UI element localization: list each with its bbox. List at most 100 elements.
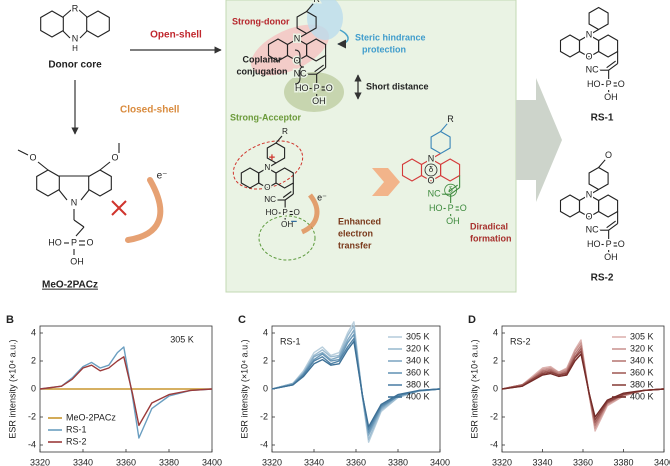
donor-highlight — [251, 24, 329, 76]
bond — [275, 135, 283, 144]
big-arrow — [516, 78, 562, 202]
label: δ — [448, 185, 453, 194]
annotation: RS-2 — [510, 336, 531, 346]
blocked-mark — [111, 200, 127, 216]
label: O — [605, 150, 612, 160]
label: O — [293, 208, 299, 217]
orange-arrow — [372, 168, 400, 196]
label: e⁻ — [317, 192, 327, 202]
series-line — [501, 353, 665, 418]
label: O — [111, 152, 118, 162]
y-axis-label: ESR intensity (×10⁴ a.u.) — [239, 339, 249, 438]
label: Open-shell — [150, 30, 202, 41]
legend-label: 305 K — [406, 331, 430, 341]
bond — [588, 29, 599, 36]
legend-label: 380 K — [630, 379, 654, 389]
label: Steric hindrance — [355, 32, 426, 42]
label: conjugation — [237, 66, 288, 76]
label: P — [282, 208, 288, 217]
bond — [316, 67, 326, 75]
y-tick-label: 0 — [31, 383, 36, 393]
label: MeO-2PACz — [42, 280, 98, 291]
label: Donor core — [48, 60, 102, 71]
panel-label: D — [468, 314, 476, 326]
ring — [86, 10, 110, 38]
label: HO — [587, 79, 601, 89]
label: formation — [470, 233, 512, 243]
legend-label: 320 K — [630, 343, 654, 353]
label: R — [313, 0, 320, 4]
label: + — [269, 152, 275, 164]
label: − — [291, 216, 297, 228]
label: OH — [70, 256, 84, 266]
y-axis-label: ESR intensity (×10⁴ a.u.) — [469, 339, 479, 438]
ring — [598, 34, 619, 58]
bond — [78, 9, 88, 18]
bond — [37, 161, 49, 171]
electron-arrow — [125, 177, 164, 243]
legend-label: MeO-2PACz — [66, 412, 116, 422]
x-tick-label: 3400 — [202, 457, 222, 466]
legend-label: RS-2 — [66, 436, 87, 446]
bond — [606, 60, 616, 69]
label: O — [326, 83, 333, 93]
label: O — [460, 203, 467, 213]
ring — [430, 130, 451, 155]
y-tick-label: 2 — [263, 355, 268, 365]
bond — [75, 226, 85, 237]
label: Short distance — [366, 81, 429, 91]
legend-label: 400 K — [630, 391, 654, 401]
x-tick-label: 3360 — [573, 457, 593, 466]
label: N — [264, 163, 270, 172]
label: electron — [338, 228, 373, 238]
label: Closed-shell — [120, 105, 180, 116]
label: N — [71, 197, 78, 207]
ring — [559, 194, 581, 218]
bond — [58, 189, 68, 201]
legend-label: 400 K — [406, 391, 430, 401]
y-tick-label: 4 — [31, 327, 36, 337]
bond — [314, 64, 324, 73]
label: O — [586, 211, 593, 221]
ring — [36, 169, 60, 197]
y-tick-label: 0 — [493, 383, 498, 393]
legend-label: 380 K — [406, 379, 430, 389]
label: R — [447, 114, 454, 124]
label: O — [618, 79, 625, 89]
bond — [430, 153, 441, 160]
label: NC — [586, 225, 600, 235]
x-tick-label: 3360 — [346, 457, 366, 466]
y-tick-label: -4 — [260, 439, 268, 449]
label: N — [586, 29, 593, 39]
bond — [306, 3, 314, 12]
x-tick-label: 3380 — [613, 457, 633, 466]
bond — [606, 220, 616, 229]
label: δ — [429, 165, 434, 174]
label: N — [294, 33, 301, 43]
y-tick-label: -2 — [490, 411, 498, 421]
bond — [80, 189, 90, 201]
radical-ring — [424, 163, 438, 177]
ring — [275, 167, 294, 189]
annotation: RS-1 — [280, 336, 301, 346]
y-tick-label: 0 — [263, 383, 268, 393]
annotation: 305 K — [170, 334, 194, 344]
bond — [62, 9, 72, 18]
label: HO — [48, 237, 62, 247]
x-tick-label: 3400 — [430, 457, 450, 466]
ring — [88, 169, 112, 197]
label: P — [71, 237, 77, 247]
label: O — [618, 239, 625, 249]
legend-label: RS-1 — [66, 424, 87, 434]
y-tick-label: -2 — [260, 411, 268, 421]
label: N — [428, 153, 435, 163]
label: NC — [264, 195, 276, 204]
label: NC — [586, 65, 600, 75]
legend-label: 340 K — [630, 355, 654, 365]
x-tick-label: 3340 — [73, 457, 93, 466]
label: Strong-donor — [232, 16, 290, 26]
series-line — [39, 356, 213, 427]
rotation-arrow — [337, 29, 349, 49]
label: RS-1 — [591, 113, 614, 124]
legend-label: 340 K — [406, 355, 430, 365]
